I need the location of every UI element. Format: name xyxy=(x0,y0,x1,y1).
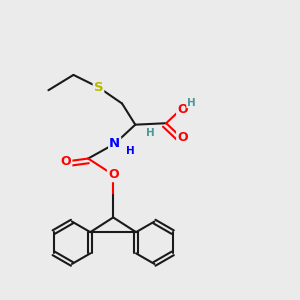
Text: O: O xyxy=(108,168,119,181)
Text: H: H xyxy=(146,128,154,138)
Text: O: O xyxy=(177,103,188,116)
Text: N: N xyxy=(109,137,120,150)
Text: O: O xyxy=(177,130,188,143)
Text: S: S xyxy=(94,81,103,94)
Text: H: H xyxy=(127,146,135,156)
Text: O: O xyxy=(61,155,71,168)
Text: H: H xyxy=(187,98,196,108)
